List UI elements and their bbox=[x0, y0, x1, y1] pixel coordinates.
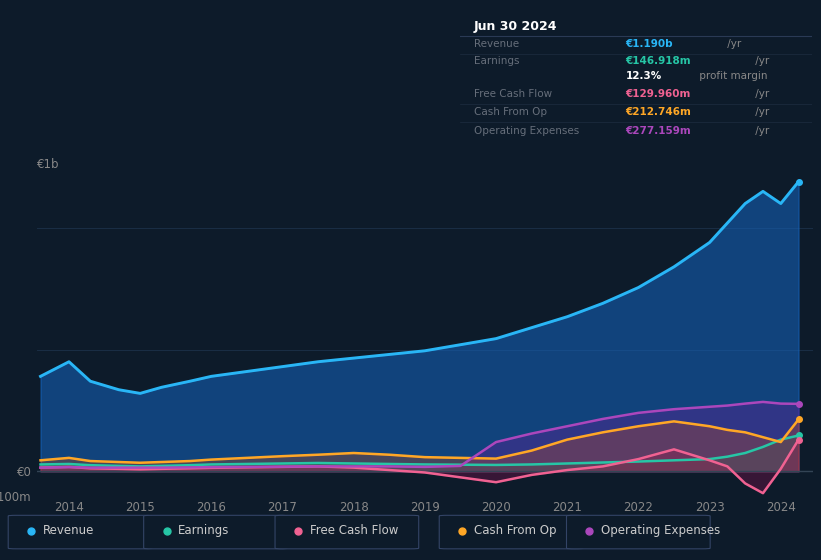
Text: €277.159m: €277.159m bbox=[626, 126, 691, 136]
Text: /yr: /yr bbox=[752, 56, 769, 66]
Text: Jun 30 2024: Jun 30 2024 bbox=[474, 20, 557, 33]
FancyBboxPatch shape bbox=[439, 515, 583, 549]
Text: Earnings: Earnings bbox=[474, 56, 520, 66]
Text: Free Cash Flow: Free Cash Flow bbox=[310, 524, 398, 537]
Text: Free Cash Flow: Free Cash Flow bbox=[474, 88, 553, 99]
Text: €1b: €1b bbox=[37, 158, 59, 171]
Text: 12.3%: 12.3% bbox=[626, 72, 662, 82]
Text: Revenue: Revenue bbox=[43, 524, 94, 537]
Text: €129.960m: €129.960m bbox=[626, 88, 690, 99]
Text: €146.918m: €146.918m bbox=[626, 56, 691, 66]
Text: Revenue: Revenue bbox=[474, 39, 519, 49]
Text: /yr: /yr bbox=[752, 88, 769, 99]
Text: Earnings: Earnings bbox=[178, 524, 230, 537]
FancyBboxPatch shape bbox=[144, 515, 287, 549]
FancyBboxPatch shape bbox=[8, 515, 152, 549]
Text: Operating Expenses: Operating Expenses bbox=[601, 524, 720, 537]
Text: Cash From Op: Cash From Op bbox=[474, 108, 547, 117]
Text: profit margin: profit margin bbox=[696, 72, 768, 82]
Text: /yr: /yr bbox=[724, 39, 741, 49]
Text: €212.746m: €212.746m bbox=[626, 108, 691, 117]
FancyBboxPatch shape bbox=[566, 515, 710, 549]
FancyBboxPatch shape bbox=[275, 515, 419, 549]
Text: /yr: /yr bbox=[752, 126, 769, 136]
Text: €1.190b: €1.190b bbox=[626, 39, 673, 49]
Text: Cash From Op: Cash From Op bbox=[474, 524, 556, 537]
Text: Operating Expenses: Operating Expenses bbox=[474, 126, 580, 136]
Text: /yr: /yr bbox=[752, 108, 769, 117]
